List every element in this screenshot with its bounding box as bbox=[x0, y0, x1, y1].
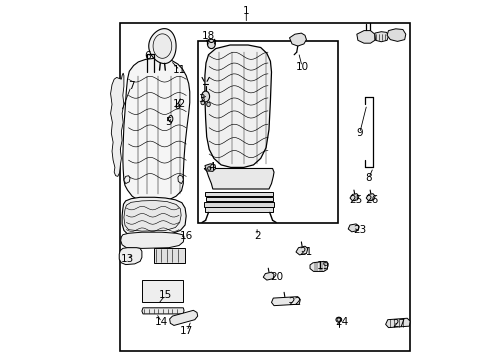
Ellipse shape bbox=[336, 318, 340, 321]
Polygon shape bbox=[374, 32, 387, 42]
Text: 4: 4 bbox=[207, 162, 214, 172]
Text: 11: 11 bbox=[173, 65, 186, 75]
Text: 3: 3 bbox=[198, 94, 204, 104]
Polygon shape bbox=[121, 232, 183, 248]
Polygon shape bbox=[204, 168, 273, 189]
Polygon shape bbox=[205, 197, 272, 201]
Polygon shape bbox=[204, 207, 273, 212]
Polygon shape bbox=[385, 318, 409, 328]
Text: 25: 25 bbox=[348, 195, 361, 205]
Text: 16: 16 bbox=[180, 231, 193, 241]
Bar bbox=[154, 248, 185, 263]
Polygon shape bbox=[110, 73, 123, 176]
Polygon shape bbox=[289, 33, 306, 46]
Ellipse shape bbox=[168, 116, 172, 122]
Text: 23: 23 bbox=[352, 225, 366, 235]
Polygon shape bbox=[204, 164, 215, 171]
Polygon shape bbox=[178, 175, 183, 184]
Text: 17: 17 bbox=[180, 326, 193, 336]
Text: 26: 26 bbox=[365, 195, 378, 205]
Text: 15: 15 bbox=[158, 290, 172, 300]
Polygon shape bbox=[349, 194, 358, 201]
Text: 14: 14 bbox=[155, 317, 168, 327]
Polygon shape bbox=[123, 176, 130, 184]
Polygon shape bbox=[119, 248, 142, 265]
Ellipse shape bbox=[207, 167, 210, 170]
Polygon shape bbox=[386, 29, 405, 41]
Text: 1: 1 bbox=[243, 6, 249, 16]
Text: 10: 10 bbox=[295, 62, 308, 72]
Polygon shape bbox=[295, 246, 307, 255]
Polygon shape bbox=[123, 201, 181, 231]
Text: 7: 7 bbox=[127, 81, 134, 91]
Ellipse shape bbox=[176, 104, 179, 109]
Polygon shape bbox=[347, 224, 358, 232]
Polygon shape bbox=[204, 45, 271, 167]
Polygon shape bbox=[148, 29, 176, 63]
Polygon shape bbox=[356, 31, 374, 43]
Polygon shape bbox=[169, 310, 197, 325]
Ellipse shape bbox=[201, 100, 204, 105]
Text: 22: 22 bbox=[288, 297, 301, 307]
Polygon shape bbox=[271, 297, 300, 306]
Polygon shape bbox=[263, 272, 273, 280]
Ellipse shape bbox=[201, 91, 209, 102]
Text: 24: 24 bbox=[334, 317, 347, 327]
Ellipse shape bbox=[207, 39, 215, 49]
Text: 12: 12 bbox=[173, 99, 186, 109]
Text: 13: 13 bbox=[121, 254, 134, 264]
Polygon shape bbox=[204, 202, 273, 207]
Polygon shape bbox=[142, 308, 183, 314]
Polygon shape bbox=[204, 192, 273, 196]
Ellipse shape bbox=[335, 317, 341, 322]
Text: 5: 5 bbox=[165, 117, 172, 127]
Text: 18: 18 bbox=[202, 31, 215, 41]
Ellipse shape bbox=[206, 102, 210, 107]
Polygon shape bbox=[309, 261, 327, 271]
Polygon shape bbox=[153, 34, 171, 58]
Text: 8: 8 bbox=[365, 173, 371, 183]
Polygon shape bbox=[122, 58, 189, 202]
Polygon shape bbox=[366, 194, 374, 201]
Bar bbox=[142, 280, 183, 302]
Bar bbox=[120, 23, 409, 351]
Text: 27: 27 bbox=[392, 319, 405, 329]
Text: 2: 2 bbox=[253, 231, 260, 241]
Polygon shape bbox=[122, 197, 186, 236]
Text: 21: 21 bbox=[299, 247, 312, 257]
Text: 6: 6 bbox=[143, 51, 150, 61]
Text: 19: 19 bbox=[316, 261, 330, 271]
Text: 9: 9 bbox=[356, 128, 362, 138]
Bar bbox=[197, 41, 337, 223]
Text: 20: 20 bbox=[270, 272, 283, 282]
